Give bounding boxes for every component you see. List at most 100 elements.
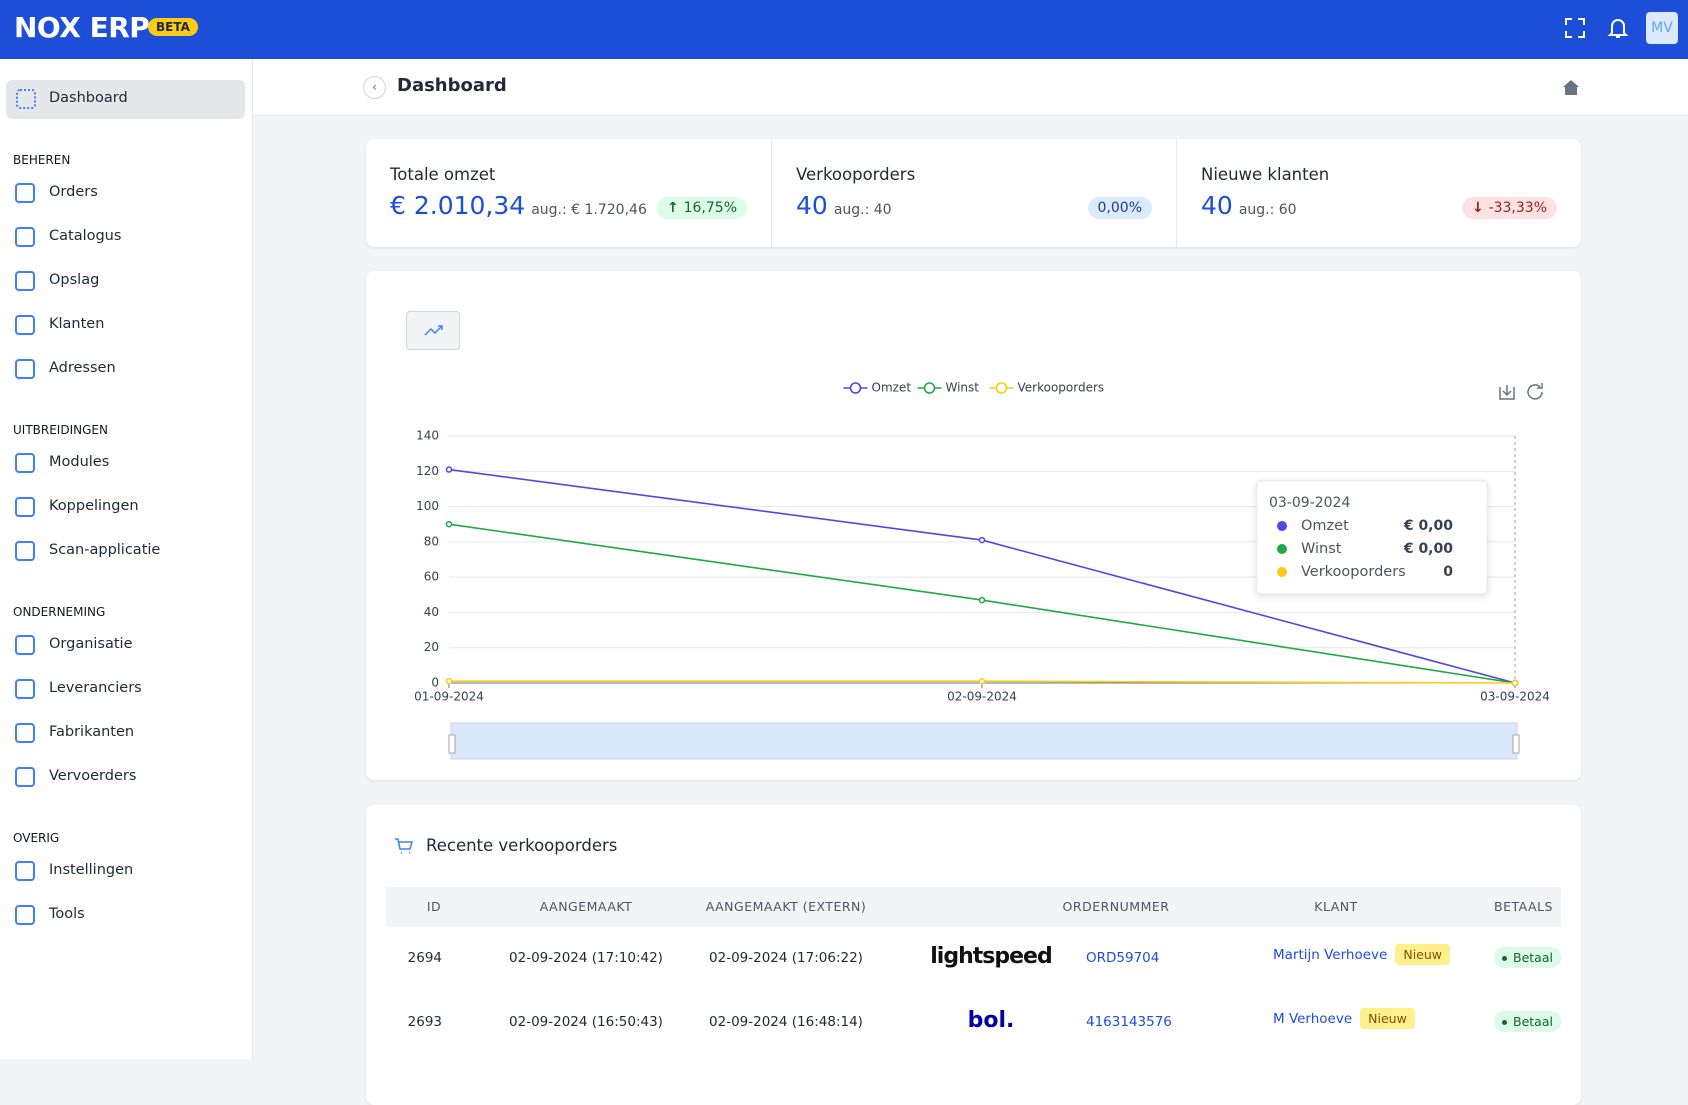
tooltip-name: Verkooporders	[1301, 564, 1406, 580]
column-header: AANGEMAAKT (EXTERN)	[686, 887, 886, 927]
nav-item[interactable]: Leveranciers	[49, 680, 142, 696]
avatar[interactable]: MV	[1646, 12, 1678, 44]
order-number[interactable]: ORD59704	[1086, 950, 1159, 966]
nav-item[interactable]: Orders	[49, 184, 98, 200]
data-point	[980, 679, 985, 684]
status-dot	[1502, 1020, 1507, 1025]
nav-item[interactable]: Fabrikanten	[49, 724, 134, 740]
external-date: 02-09-2024 (16:48:14)	[686, 1014, 886, 1030]
created-date: 02-09-2024 (17:10:42)	[486, 950, 686, 966]
new-badge: Nieuw	[1395, 944, 1450, 965]
nav-icon	[15, 497, 35, 517]
legend-marker	[851, 383, 861, 393]
stat-change: 0,00%	[1088, 197, 1152, 219]
nav-icon	[15, 767, 35, 787]
nav-label: Dashboard	[49, 90, 128, 106]
customer-name[interactable]: M Verhoeve	[1273, 1011, 1352, 1027]
refresh-icon[interactable]	[1528, 383, 1542, 399]
nav-item[interactable]: Koppelingen	[49, 498, 139, 514]
section-title: BEHEREN	[13, 153, 70, 167]
chart: 02040608010012014001-09-202402-09-202403…	[366, 271, 1581, 780]
legend-marker	[925, 383, 935, 393]
fullscreen-icon[interactable]	[1564, 17, 1586, 39]
payment-badge: Betaal	[1494, 947, 1561, 968]
page: NOX ERP BETA MV Dashboard BEHEREN Orders C…	[0, 0, 1688, 1059]
nav-icon	[15, 635, 35, 655]
data-point	[447, 467, 452, 472]
column-header: BETAALS	[1494, 887, 1553, 927]
change-value: -33,33%	[1489, 200, 1547, 216]
chart-card: 02040608010012014001-09-202402-09-202403…	[366, 271, 1581, 780]
stat-label: Verkooporders	[796, 165, 915, 184]
tooltip: 03-09-2024Omzet€ 0,00Winst€ 0,00Verkoopo…	[1257, 481, 1487, 594]
x-tick-label: 02-09-2024	[947, 690, 1017, 704]
stat-tile: Totale omzet € 2.010,34aug.: € 1.720,46 ↑ …	[366, 139, 771, 247]
legend-label: Verkooporders	[1018, 381, 1105, 395]
nav-item[interactable]: Tools	[49, 906, 85, 922]
zoom-handle[interactable]	[449, 735, 455, 753]
channel-logo: lightspeed	[906, 944, 1076, 969]
order-number[interactable]: 4163143576	[1086, 1014, 1172, 1030]
tooltip-dot	[1277, 521, 1287, 531]
nav-item[interactable]: Scan-applicatie	[49, 542, 160, 558]
stat-change: ↑ 16,75%	[657, 197, 747, 219]
download-icon[interactable]	[1500, 385, 1514, 399]
nav-item[interactable]: Organisatie	[49, 636, 133, 652]
order-id: 2693	[386, 1014, 442, 1030]
legend-label: Winst	[946, 381, 980, 395]
created-date: 02-09-2024 (16:50:43)	[486, 1014, 686, 1030]
change-value: 0,00%	[1098, 200, 1142, 216]
stat-value-row: € 2.010,34aug.: € 1.720,46	[390, 191, 647, 220]
nav-icon	[15, 227, 35, 247]
stat-average: aug.: 40	[834, 202, 892, 218]
legend-label: Omzet	[872, 381, 912, 395]
arrow-icon: ↓	[1472, 200, 1489, 216]
column-header: KLANT	[1236, 887, 1436, 927]
section-title: OVERIG	[13, 831, 59, 845]
cart-icon	[394, 837, 414, 855]
nav-item[interactable]: Modules	[49, 454, 109, 470]
stat-label: Totale omzet	[390, 165, 495, 184]
stat-average: aug.: € 1.720,46	[531, 202, 647, 218]
nav-item[interactable]: Klanten	[49, 316, 104, 332]
nav-icon	[15, 271, 35, 291]
notification-icon[interactable]	[1607, 16, 1629, 40]
change-value: 16,75%	[684, 200, 737, 216]
stat-label: Nieuwe klanten	[1201, 165, 1329, 184]
orders-card: Recente verkooporders IDAANGEMAAKTAANGEM…	[366, 805, 1581, 1105]
stat-tile: Nieuwe klanten40aug.: 60↓ -33,33%	[1176, 139, 1581, 247]
nav-item[interactable]: Vervoerders	[49, 768, 136, 784]
stat-value: 40	[796, 191, 828, 220]
stat-value-row: 40 aug.: 40	[796, 191, 892, 220]
active-item[interactable]: Dashboard	[6, 80, 245, 119]
logo[interactable]: NOX ERP	[14, 11, 149, 44]
nav-item[interactable]: Instellingen	[49, 862, 133, 878]
data-point	[447, 679, 452, 684]
tooltip-title: 03-09-2024	[1269, 495, 1350, 511]
order-id: 2694	[386, 950, 442, 966]
beta-badge: BETA	[148, 18, 198, 36]
nav-item[interactable]: Opslag	[49, 272, 99, 288]
y-tick-label: 0	[431, 676, 439, 690]
status-dot	[1502, 956, 1507, 961]
card-title: Recente verkooporders	[426, 836, 617, 855]
tooltip-value: € 0,00	[1403, 541, 1453, 557]
zoom-handle[interactable]	[1513, 735, 1519, 753]
data-point	[980, 598, 985, 603]
y-tick-label: 80	[424, 534, 439, 548]
page-bar: ‹ Dashboard	[253, 59, 1688, 116]
collapse-button[interactable]: ‹	[363, 76, 386, 99]
tooltip-value: 0	[1443, 564, 1453, 580]
y-tick-label: 40	[424, 605, 439, 619]
nav-item[interactable]: Adressen	[49, 360, 116, 376]
tooltip-name: Winst	[1301, 541, 1342, 557]
stat-average: aug.: 60	[1239, 202, 1297, 218]
nav-icon	[15, 861, 35, 881]
stats-card: Totale omzet € 2.010,34aug.: € 1.720,46 ↑ …	[366, 139, 1581, 247]
payment-status: Betaal	[1513, 950, 1553, 965]
customer-name[interactable]: Martijn Verhoeve	[1273, 947, 1387, 963]
nav-item[interactable]: Catalogus	[49, 228, 121, 244]
home-icon[interactable]	[1562, 78, 1580, 96]
stat-tile: Verkooporders 40 aug.: 40 0,00%	[771, 139, 1176, 247]
y-tick-label: 120	[416, 464, 439, 478]
